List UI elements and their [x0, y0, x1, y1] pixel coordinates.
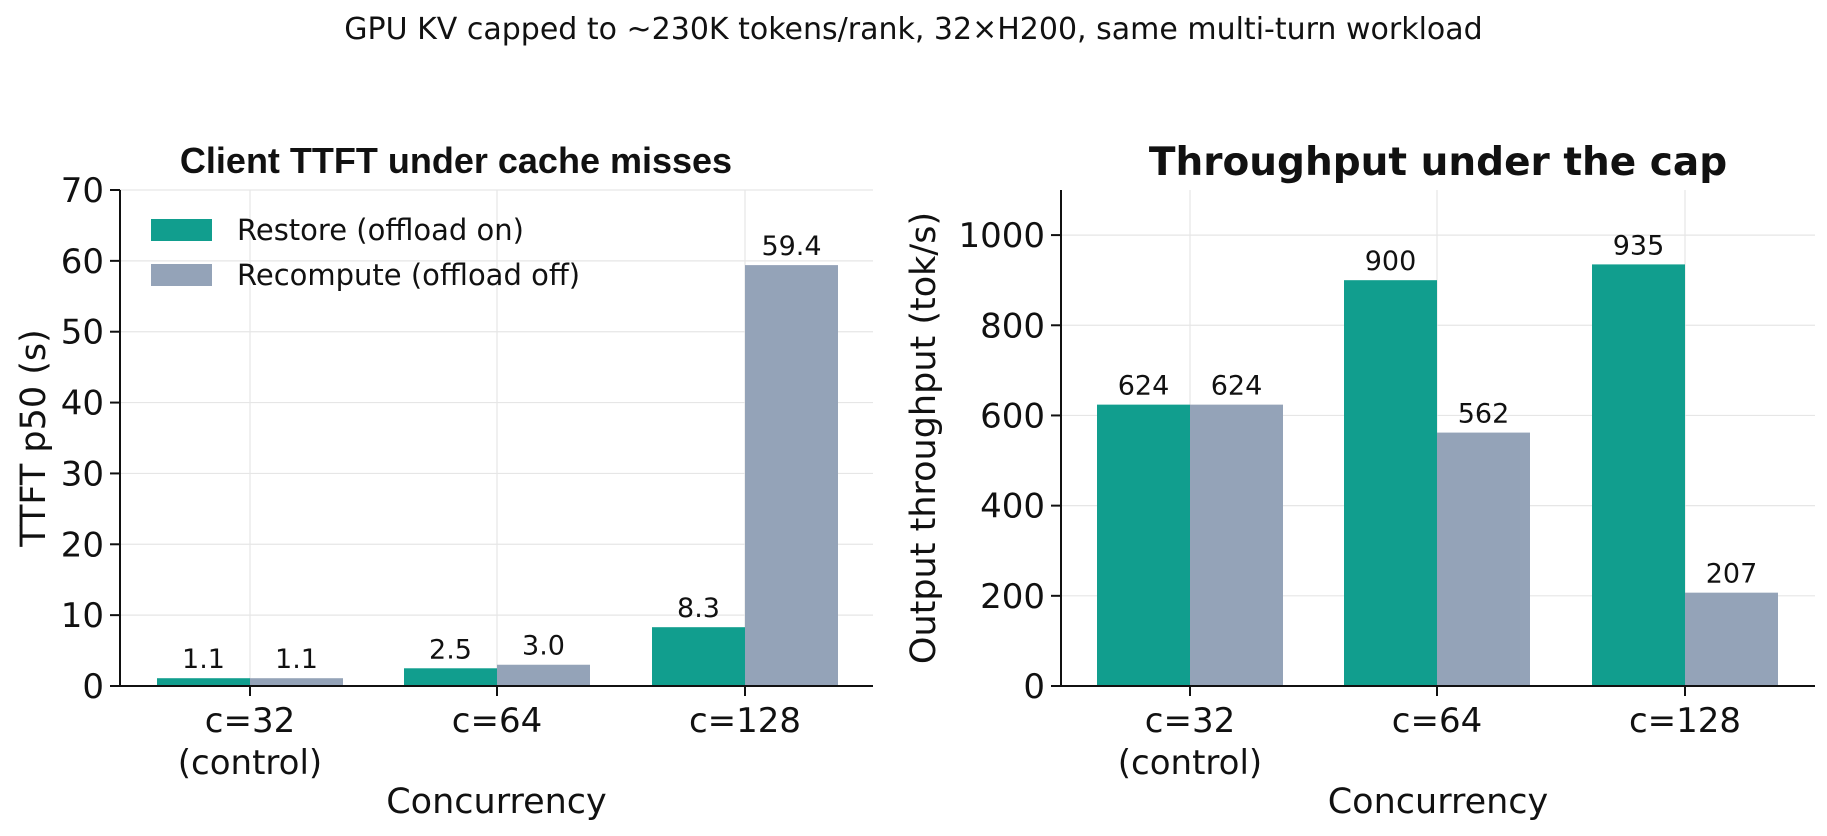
bar-value-label: 8.3: [677, 593, 720, 624]
bar-value-label: 624: [1211, 371, 1263, 402]
y-tick-label: 400: [980, 487, 1045, 527]
bar-value-label: 59.4: [761, 231, 821, 262]
restore-bar: [652, 627, 745, 686]
bar-value-label: 2.5: [429, 634, 472, 665]
bar-value-label: 900: [1365, 246, 1417, 277]
legend-label: Recompute (offload off): [237, 258, 580, 292]
y-tick-label: 60: [61, 242, 104, 282]
x-axis-title: Concurrency: [1328, 782, 1549, 822]
y-tick-label: 1000: [958, 216, 1045, 256]
recompute-bar: [497, 664, 590, 686]
recompute-bar: [1437, 432, 1530, 686]
restore-bar: [1097, 404, 1190, 686]
bar-value-label: 562: [1458, 399, 1510, 430]
y-tick-label: 10: [61, 596, 104, 636]
recompute-bar: [745, 265, 838, 686]
y-axis-title: TTFT p50 (s): [14, 329, 54, 548]
y-tick-label: 600: [980, 396, 1045, 436]
y-tick-label: 200: [980, 577, 1045, 617]
y-tick-label: 0: [82, 667, 104, 707]
x-tick-label: c=64: [1392, 701, 1482, 741]
recompute-bar: [250, 678, 343, 686]
restore-bar: [404, 668, 497, 686]
legend: Restore (offload on) Recompute (offload o…: [151, 213, 580, 292]
legend-label: Restore (offload on): [237, 213, 524, 247]
y-tick-label: 20: [61, 525, 104, 565]
x-tick-label: c=128: [689, 701, 801, 741]
bar-value-label: 3.0: [522, 631, 565, 662]
bar-value-label: 207: [1706, 559, 1758, 590]
restore-bar: [1344, 280, 1437, 686]
y-tick-label: 0: [1023, 667, 1045, 707]
y-tick-label: 40: [61, 384, 104, 424]
x-axis-title: Concurrency: [386, 782, 607, 822]
legend-swatch: [151, 219, 212, 241]
x-tick-label: c=32 (control): [1118, 701, 1262, 783]
chart-title: Throughput under the cap: [1149, 140, 1727, 185]
bar-value-label: 1.1: [275, 644, 318, 675]
y-tick-label: 50: [61, 313, 104, 353]
restore-bar: [157, 678, 250, 686]
recompute-bar: [1190, 404, 1283, 686]
bar-value-label: 1.1: [182, 644, 225, 675]
chart-title: Client TTFT under cache misses: [180, 140, 732, 181]
x-tick-label: c=64: [452, 701, 542, 741]
bar-value-label: 935: [1613, 230, 1665, 261]
x-tick-label: c=128: [1629, 701, 1741, 741]
restore-bar: [1592, 264, 1685, 686]
y-tick-label: 800: [980, 306, 1045, 346]
bar-value-label: 624: [1118, 371, 1170, 402]
ttft-chart-panel: 1.1 2.5 8.3 1.1 3.0 59.4 0 10 20 30 40 50 60 70 c=32 (c…: [14, 140, 873, 822]
y-tick-label: 70: [61, 171, 104, 211]
throughput-chart-panel: 624 900 935 624 562 207 0 200 400 600 800 1000 c=32(…: [904, 140, 1815, 822]
x-tick-label: c=32 (control): [178, 701, 322, 783]
legend-swatch: [151, 264, 212, 286]
recompute-bar: [1685, 592, 1778, 686]
figure-suptitle: GPU KV capped to ~230K tokens/rank, 32×H…: [344, 12, 1483, 47]
y-axis-title: Output throughput (tok/s): [904, 212, 944, 664]
y-tick-label: 30: [61, 454, 104, 494]
